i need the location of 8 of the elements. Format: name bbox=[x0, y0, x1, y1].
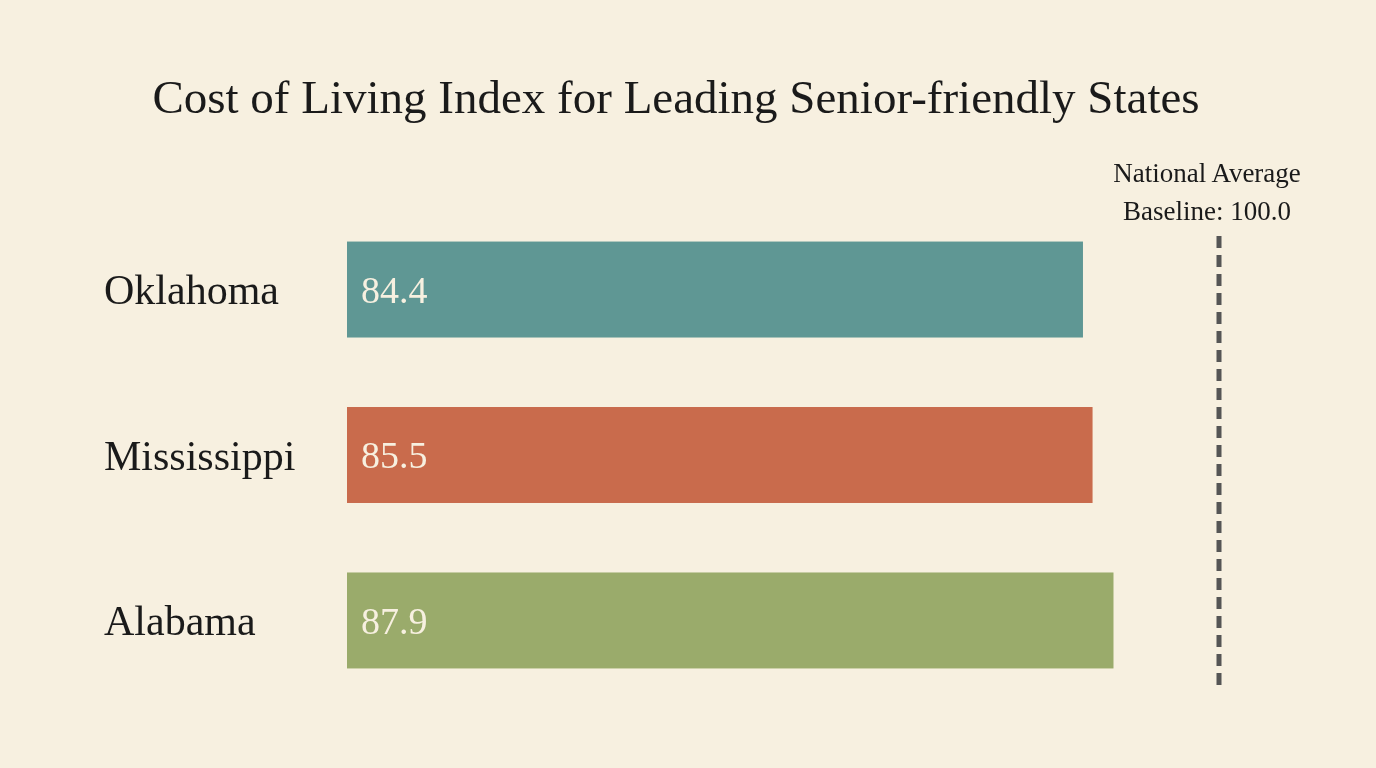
ref-line-label: National Average Baseline: 100.0 bbox=[1113, 158, 1301, 227]
y-tick-label: Mississippi bbox=[104, 432, 296, 479]
data-label: 84.4 bbox=[361, 268, 428, 311]
chart-title: Cost of Living Index for Leading Senior-friendly States bbox=[152, 71, 1200, 124]
data-label: 87.9 bbox=[361, 599, 428, 642]
y-tick-label: Oklahoma bbox=[104, 267, 280, 314]
y-tick-label: Alabama bbox=[104, 598, 256, 645]
data-label: 85.5 bbox=[361, 434, 428, 477]
